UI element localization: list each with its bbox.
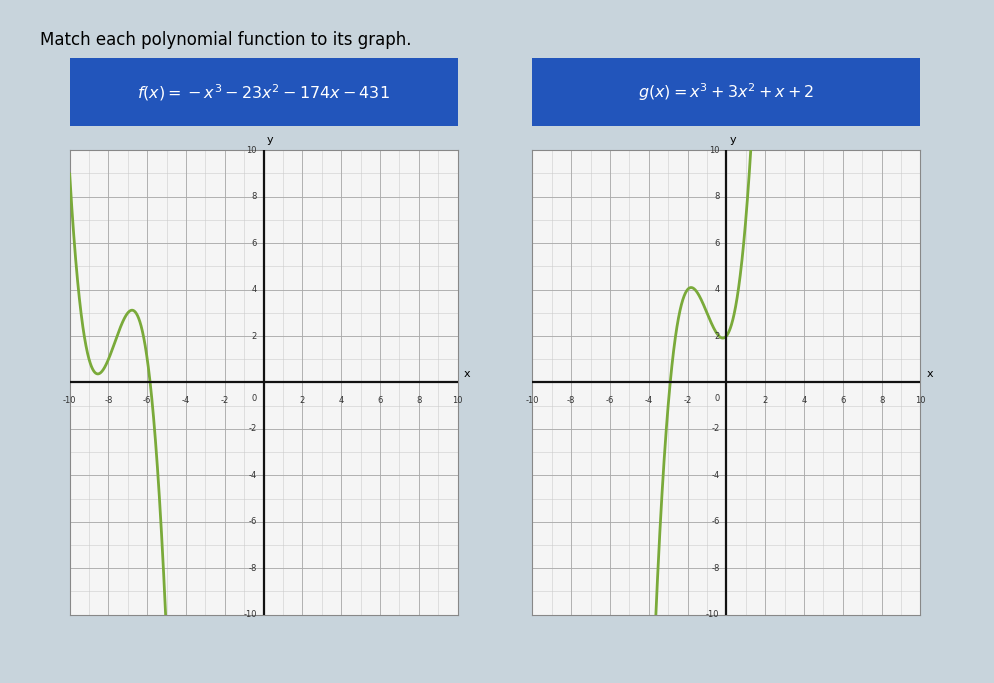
Text: y: y: [266, 135, 273, 145]
Text: 8: 8: [878, 396, 884, 406]
Text: -8: -8: [711, 563, 719, 573]
Text: 2: 2: [251, 331, 256, 341]
Text: 4: 4: [251, 285, 256, 294]
Text: 4: 4: [800, 396, 806, 406]
Text: 8: 8: [415, 396, 421, 406]
Text: x: x: [925, 370, 932, 379]
Text: $g(x) = x^3 + 3x^2 + x + 2$: $g(x) = x^3 + 3x^2 + x + 2$: [637, 81, 814, 103]
Text: -4: -4: [644, 396, 652, 406]
Text: 0: 0: [251, 394, 256, 403]
Text: -6: -6: [143, 396, 151, 406]
Text: 10: 10: [709, 145, 719, 155]
Text: 0: 0: [714, 394, 719, 403]
Text: -4: -4: [711, 471, 719, 480]
Text: x: x: [463, 370, 470, 379]
Text: -2: -2: [221, 396, 229, 406]
Text: 2: 2: [761, 396, 767, 406]
Text: 10: 10: [247, 145, 256, 155]
Text: -6: -6: [605, 396, 613, 406]
Text: -8: -8: [567, 396, 575, 406]
Text: 6: 6: [251, 238, 256, 248]
Text: -8: -8: [104, 396, 112, 406]
Text: -2: -2: [683, 396, 691, 406]
Text: 10: 10: [914, 396, 924, 406]
FancyBboxPatch shape: [524, 57, 927, 128]
Text: -2: -2: [711, 424, 719, 434]
Text: 6: 6: [377, 396, 383, 406]
Text: Match each polynomial function to its graph.: Match each polynomial function to its gr…: [40, 31, 411, 48]
Text: -6: -6: [248, 517, 256, 527]
Text: -10: -10: [244, 610, 256, 619]
Text: 2: 2: [299, 396, 305, 406]
Text: 4: 4: [338, 396, 344, 406]
Text: 6: 6: [714, 238, 719, 248]
Text: 10: 10: [452, 396, 462, 406]
Text: -4: -4: [248, 471, 256, 480]
Text: -4: -4: [182, 396, 190, 406]
Text: 8: 8: [251, 192, 256, 201]
Text: -10: -10: [706, 610, 719, 619]
Text: y: y: [729, 135, 736, 145]
Text: -2: -2: [248, 424, 256, 434]
Text: -10: -10: [525, 396, 539, 406]
Text: $f(x) = -x^3 - 23x^2 - 174x - 431$: $f(x) = -x^3 - 23x^2 - 174x - 431$: [137, 82, 390, 102]
Text: 2: 2: [714, 331, 719, 341]
Text: -8: -8: [248, 563, 256, 573]
Text: -10: -10: [63, 396, 77, 406]
FancyBboxPatch shape: [62, 57, 465, 128]
Text: 6: 6: [839, 396, 845, 406]
Text: 8: 8: [714, 192, 719, 201]
Text: -6: -6: [711, 517, 719, 527]
Text: 4: 4: [714, 285, 719, 294]
